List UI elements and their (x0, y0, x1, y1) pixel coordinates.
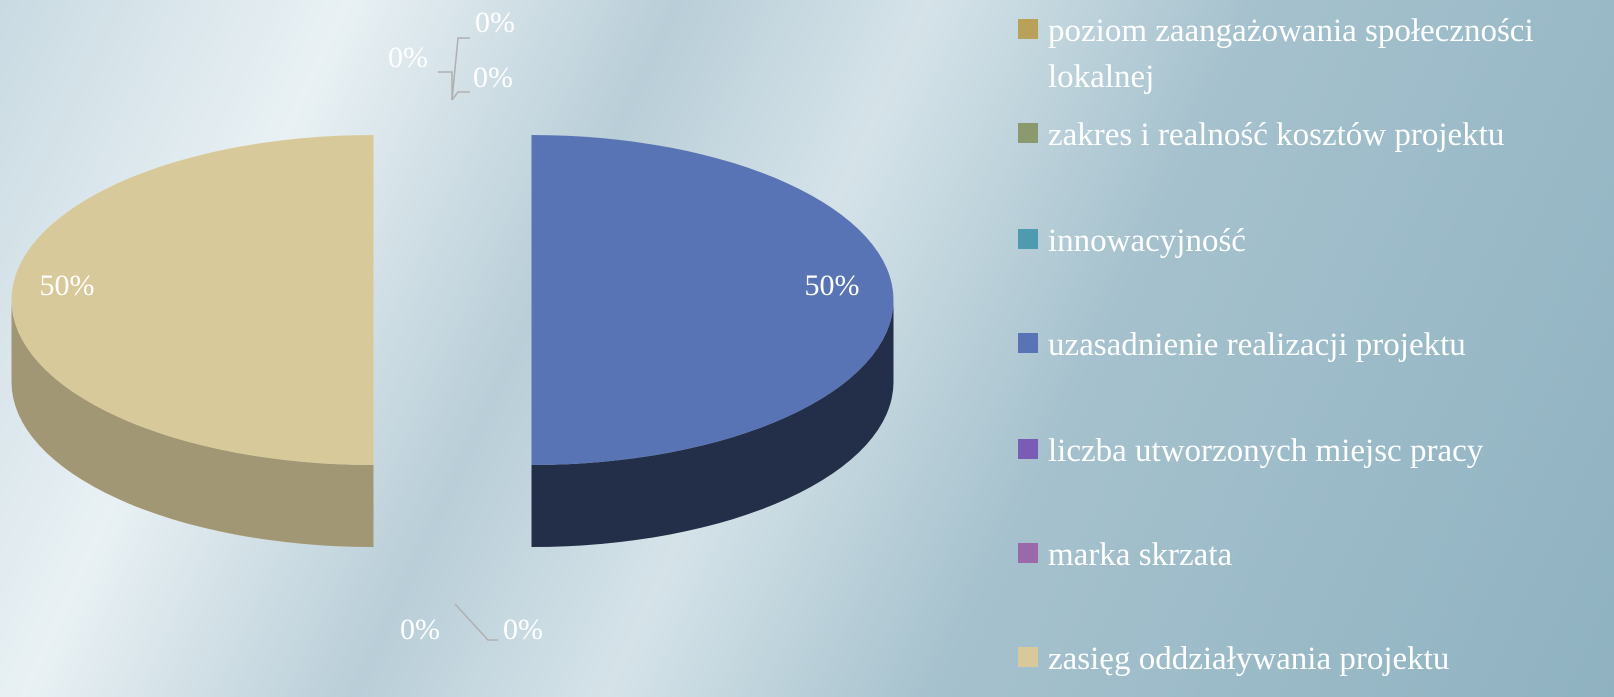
data-label: 0% (473, 61, 513, 94)
legend-label: zasięg oddziaływania projektu (1048, 641, 1450, 677)
legend-item: marka skrzata (1018, 532, 1538, 578)
leader-line (451, 91, 470, 101)
legend-label: innowacyjność (1048, 223, 1246, 259)
data-label: 50% (40, 269, 95, 302)
legend-label: uzasadnienie realizacji projektu (1048, 327, 1466, 363)
data-label: 0% (400, 613, 440, 646)
data-label: 0% (475, 6, 515, 39)
slice (531, 135, 894, 547)
legend-swatch (1018, 123, 1038, 143)
legend-swatch (1018, 647, 1038, 667)
legend-label: zakres i realność kosztów projektu (1048, 117, 1505, 153)
data-label: 0% (503, 613, 543, 646)
legend-swatch (1018, 543, 1038, 563)
slice-side (531, 300, 894, 547)
legend-item: uzasadnienie realizacji projektu (1018, 322, 1538, 368)
slice-top (11, 135, 374, 465)
legend-label: poziom zaangażowania społeczności lokaln… (1048, 13, 1534, 95)
data-label: 0% (388, 41, 428, 74)
legend-swatch (1018, 333, 1038, 353)
legend-item: liczba utworzonych miejsc pracy (1018, 428, 1538, 474)
slice (11, 135, 374, 547)
legend-swatch (1018, 439, 1038, 459)
slice-top (531, 135, 894, 465)
leader-line (454, 603, 498, 641)
data-label: 50% (805, 269, 860, 302)
legend-label: marka skrzata (1048, 537, 1233, 573)
legend-swatch (1018, 229, 1038, 249)
leader-line (438, 71, 453, 100)
legend-item: zakres i realność kosztów projektu (1018, 112, 1538, 158)
legend-label: liczba utworzonych miejsc pracy (1048, 433, 1484, 469)
legend-item: poziom zaangażowania społeczności lokaln… (1018, 8, 1538, 100)
legend-swatch (1018, 19, 1038, 39)
pie-area: 0% 0% 0% 50% 0% 0% 50% (11, 6, 894, 646)
legend-item: innowacyjność (1018, 218, 1538, 264)
slice-side (11, 300, 374, 547)
leader-line (451, 37, 470, 101)
legend-item: zasięg oddziaływania projektu (1018, 636, 1538, 682)
